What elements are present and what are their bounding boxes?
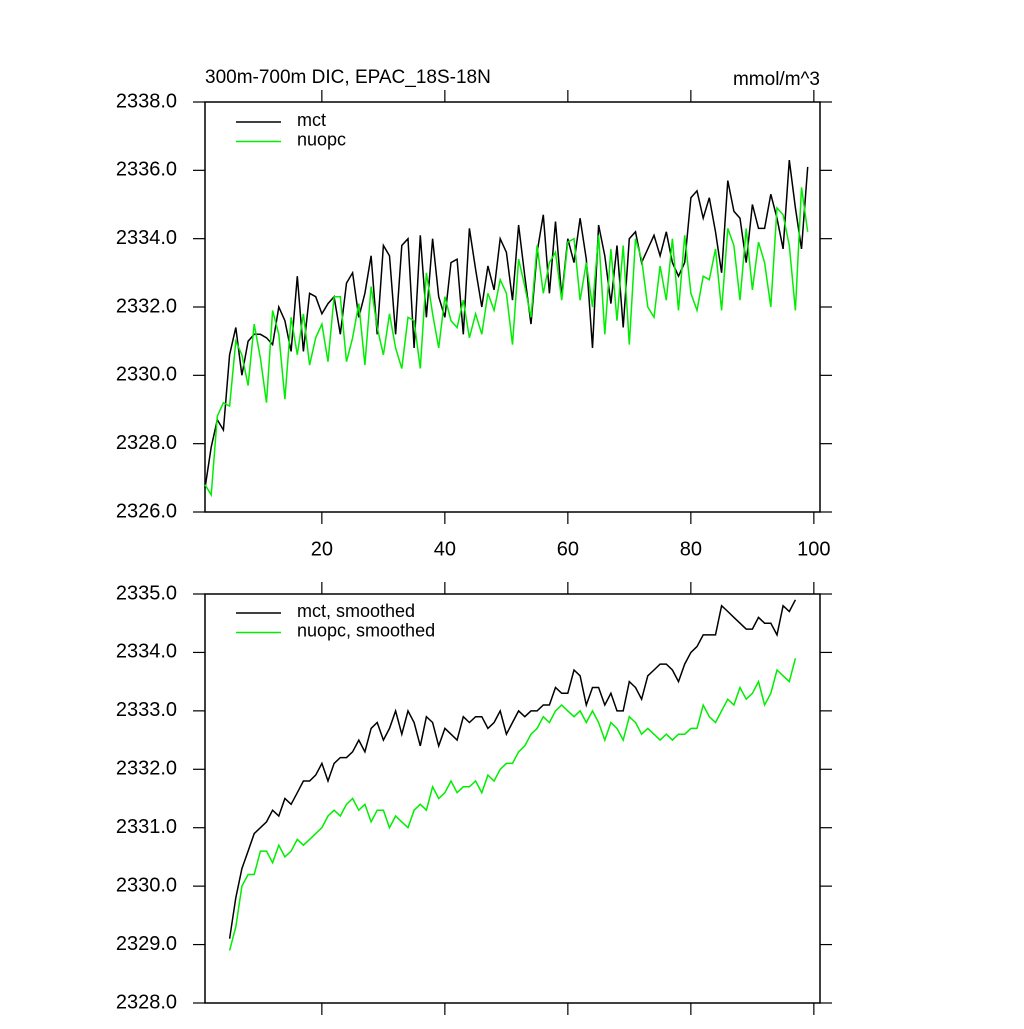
x-tick-label: 100	[797, 538, 830, 560]
y-tick-label: 2328.0	[116, 991, 177, 1013]
plot-frame	[204, 593, 821, 1004]
y-tick-label: 2326.0	[116, 500, 177, 522]
y-tick-label: 2332.0	[116, 758, 177, 780]
series-line	[204, 160, 809, 489]
y-tick-label: 2334.0	[116, 641, 177, 663]
chart-title: 300m-700m DIC, EPAC_18S-18N	[205, 67, 491, 88]
y-tick-label: 2333.0	[116, 699, 177, 721]
x-tick-label: 60	[557, 538, 579, 560]
y-tick-label: 2329.0	[116, 933, 177, 955]
y-tick-label: 2330.0	[116, 874, 177, 896]
y-tick-label: 2332.0	[116, 295, 177, 317]
x-tick-label: 80	[680, 538, 702, 560]
y-tick-label: 2338.0	[116, 90, 177, 112]
y-tick-label: 2330.0	[116, 364, 177, 386]
x-tick-label: 40	[434, 538, 456, 560]
legend-label: nuopc, smoothed	[297, 620, 435, 640]
y-tick-label: 2334.0	[116, 227, 177, 249]
legend-label: mct	[297, 110, 326, 130]
series-line	[228, 658, 797, 951]
legend-label: nuopc	[297, 129, 346, 149]
y-tick-label: 2335.0	[116, 582, 177, 604]
units-label: mmol/m^3	[733, 69, 820, 90]
x-tick-label: 20	[311, 538, 333, 560]
y-tick-label: 2331.0	[116, 816, 177, 838]
plot-frame	[204, 101, 821, 513]
y-tick-label: 2336.0	[116, 159, 177, 181]
y-tick-label: 2328.0	[116, 432, 177, 454]
series-line	[204, 187, 809, 498]
legend-label: mct, smoothed	[297, 601, 415, 621]
series-line	[228, 599, 797, 939]
